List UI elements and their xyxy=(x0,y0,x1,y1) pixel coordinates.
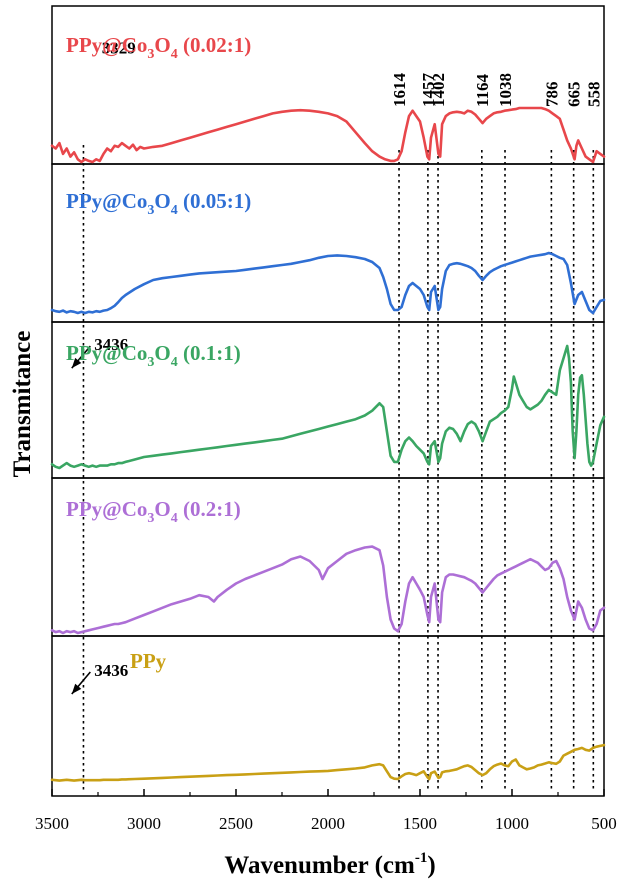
series-line-2 xyxy=(50,344,606,470)
peak-label-1457: 1457 xyxy=(419,73,438,108)
peak-label-558: 558 xyxy=(584,82,603,108)
annotation-arrowhead-2 xyxy=(71,357,82,369)
x-tick-label-500: 500 xyxy=(591,814,617,833)
peak-label-786: 786 xyxy=(542,82,561,108)
series-label-3: PPy@Co3O4 (0.2:1) xyxy=(66,497,241,526)
series-label-4: PPy xyxy=(130,649,167,673)
series-line-4 xyxy=(50,743,606,782)
x-tick-label-1500: 1500 xyxy=(403,814,437,833)
series-line-1 xyxy=(50,251,606,315)
series-labels: PPy@Co3O4 (0.02:1) PPy@Co3O4 (0.05:1) PPy@… xyxy=(66,33,251,673)
peak-label-665: 665 xyxy=(565,82,584,108)
series-label-0: PPy@Co3O4 (0.02:1) xyxy=(66,33,251,62)
series-line-3 xyxy=(50,545,606,635)
x-axis-label-end: ) xyxy=(427,852,435,879)
annotation-3436-2: 3436 xyxy=(94,335,128,354)
y-axis-label: Transmitance xyxy=(9,331,36,478)
x-axis-label-main: Wavenumber (cm xyxy=(224,852,415,879)
x-tick-label-1000: 1000 xyxy=(495,814,529,833)
x-tick-label-2500: 2500 xyxy=(219,814,253,833)
x-axis-label: Wavenumber (cm-1) xyxy=(224,850,435,879)
series-label-2: PPy@Co3O4 (0.1:1) xyxy=(66,341,241,370)
peak-lines xyxy=(82,145,595,790)
peak-label-1038: 1038 xyxy=(496,73,515,107)
peak-label-1402: 1402 xyxy=(429,73,448,107)
series-line-0 xyxy=(50,106,606,164)
stacked-panels xyxy=(51,5,605,797)
x-axis-label-sup: -1 xyxy=(415,850,428,866)
spectra-traces xyxy=(50,106,606,782)
panel-frame-1 xyxy=(51,163,605,323)
panel-frame-0 xyxy=(51,5,605,165)
annotation-arrowhead-4 xyxy=(71,683,82,694)
annotation-3329-0: 3329 xyxy=(102,38,136,57)
peak-label-1614: 1614 xyxy=(390,73,409,108)
x-tick-label-2000: 2000 xyxy=(311,814,345,833)
x-tick-label-3000: 3000 xyxy=(127,814,161,833)
x-tick-label-3500: 3500 xyxy=(35,814,69,833)
x-axis: 3500 3000 2500 2000 1500 1000 500 xyxy=(35,789,617,833)
annotation-3436-4: 3436 xyxy=(94,661,128,680)
series-label-1: PPy@Co3O4 (0.05:1) xyxy=(66,189,251,218)
peak-label-1164: 1164 xyxy=(473,73,492,107)
